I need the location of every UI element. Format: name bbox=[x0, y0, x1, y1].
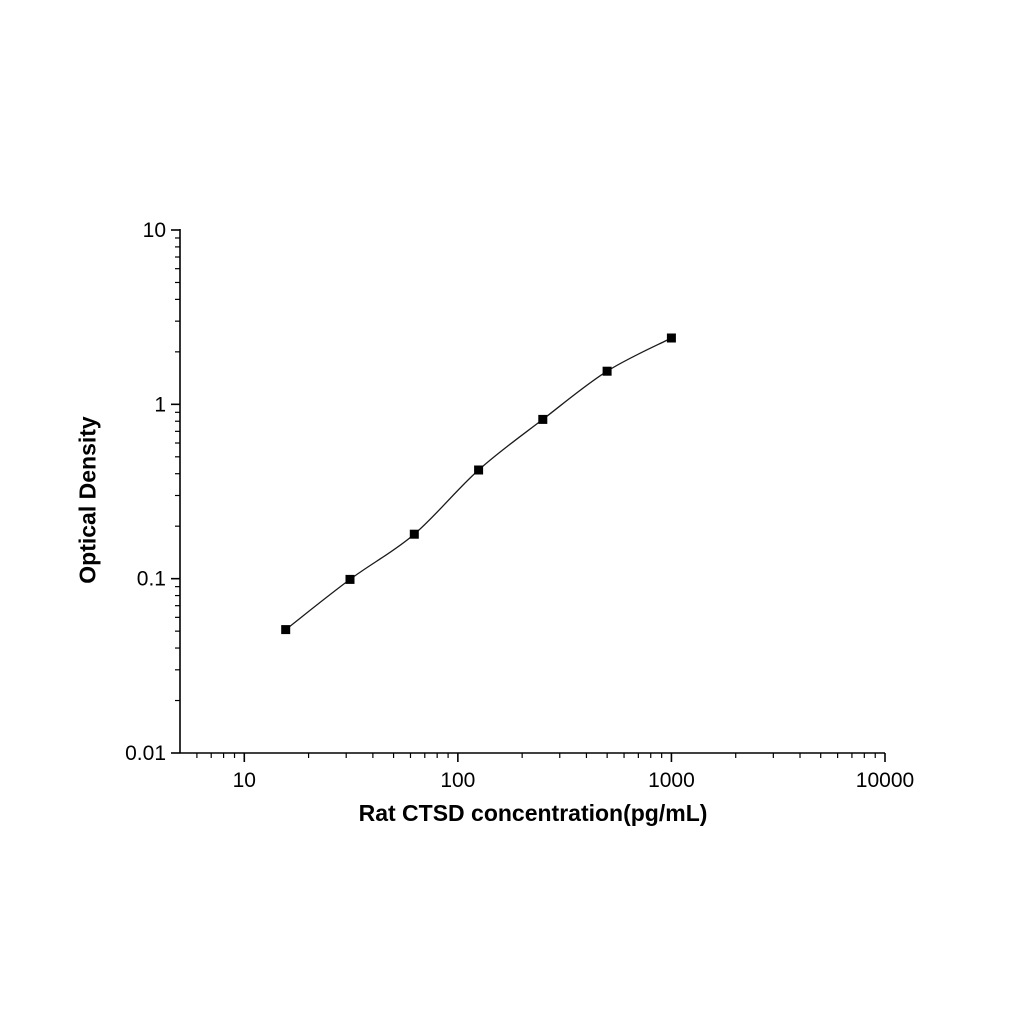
curve-line bbox=[285, 337, 672, 631]
x-tick-label: 10000 bbox=[856, 769, 914, 792]
data-point-marker bbox=[281, 625, 291, 635]
y-axis-title: Optical Density bbox=[74, 416, 101, 584]
data-point-marker bbox=[538, 414, 548, 424]
y-tick-label: 10 bbox=[143, 219, 166, 242]
x-tick-label: 1000 bbox=[648, 769, 695, 792]
data-point-marker bbox=[666, 333, 676, 343]
data-point-marker bbox=[409, 529, 419, 539]
y-tick-label: 0.01 bbox=[125, 742, 166, 765]
y-tick-label: 1 bbox=[154, 393, 166, 416]
y-tick-label: 0.1 bbox=[137, 568, 166, 591]
data-point-marker bbox=[474, 465, 484, 475]
data-point-marker bbox=[345, 574, 355, 584]
x-axis-title: Rat CTSD concentration(pg/mL) bbox=[358, 800, 708, 826]
x-tick-label: 10 bbox=[233, 769, 256, 792]
x-tick-label: 100 bbox=[440, 769, 475, 792]
data-point-marker bbox=[602, 366, 612, 376]
